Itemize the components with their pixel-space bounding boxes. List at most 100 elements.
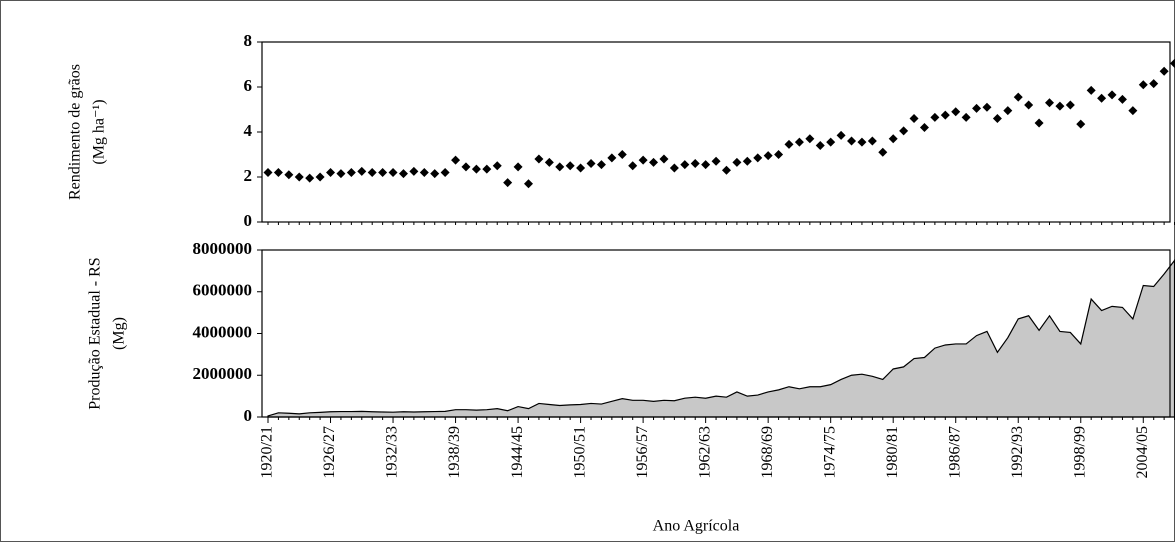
point	[763, 151, 773, 161]
point	[711, 156, 721, 166]
point	[1045, 98, 1054, 108]
point	[1159, 66, 1169, 76]
point	[336, 169, 346, 179]
point	[1024, 100, 1034, 110]
y-axis-label: (Mg ha⁻¹)	[91, 99, 108, 164]
x-tick-label: 1938/39	[446, 426, 463, 478]
x-tick-label: 1962/63	[696, 426, 713, 478]
point	[628, 161, 638, 171]
point	[1065, 100, 1075, 110]
point	[982, 102, 992, 112]
x-axis-label: Ano Agrícola	[653, 518, 740, 535]
y-axis-label: Rendimento de grãos	[67, 64, 84, 200]
y-tick-label: 6	[244, 76, 253, 95]
point	[263, 168, 273, 177]
point	[1013, 92, 1023, 102]
point	[659, 154, 669, 164]
y-tick-label: 2000000	[193, 364, 253, 383]
point	[774, 150, 784, 159]
point	[461, 162, 471, 172]
point	[576, 163, 586, 173]
point	[919, 123, 929, 132]
point	[1128, 106, 1138, 116]
point	[1138, 80, 1148, 90]
y-tick-label: 4	[244, 121, 253, 140]
point	[669, 163, 679, 173]
point	[826, 137, 836, 147]
point	[680, 160, 690, 170]
point	[1076, 119, 1086, 129]
point	[305, 173, 315, 183]
point	[503, 178, 513, 188]
point	[649, 157, 659, 167]
y-tick-label: 8000000	[193, 239, 253, 258]
area	[267, 258, 1175, 418]
x-tick-label: 1932/33	[384, 426, 401, 478]
point	[1107, 90, 1117, 100]
x-tick-label: 1956/57	[634, 426, 651, 478]
point	[607, 153, 617, 163]
point	[492, 161, 502, 171]
y-tick-label: 8	[244, 31, 253, 50]
y-axis-label: Produção Estadual - RS	[87, 257, 104, 409]
point	[992, 114, 1002, 123]
point	[1170, 58, 1175, 68]
point	[742, 156, 752, 166]
point	[1034, 118, 1044, 128]
plot-frame	[261, 41, 1171, 223]
point	[378, 168, 388, 177]
y-tick-label: 6000000	[193, 281, 253, 300]
point	[721, 165, 731, 175]
point	[284, 170, 294, 180]
point	[930, 112, 940, 122]
y-tick-label: 0	[244, 211, 253, 230]
point	[544, 157, 554, 167]
x-tick-label: 1986/87	[946, 426, 963, 478]
point	[534, 154, 544, 164]
point	[701, 160, 711, 170]
point	[638, 155, 648, 165]
point	[440, 168, 450, 177]
point	[388, 168, 398, 177]
point	[784, 139, 794, 149]
point	[409, 166, 419, 176]
point	[586, 159, 596, 168]
point	[524, 179, 533, 189]
point	[951, 107, 961, 117]
x-tick-label: 1974/75	[821, 426, 838, 478]
point	[367, 168, 377, 177]
x-tick-label: 1950/51	[571, 426, 588, 478]
point	[961, 112, 971, 122]
point	[398, 169, 408, 179]
point	[1086, 85, 1096, 95]
point	[555, 162, 565, 172]
x-tick-label: 1992/93	[1009, 426, 1026, 478]
point	[836, 130, 846, 140]
point	[346, 168, 356, 177]
point	[1055, 101, 1065, 111]
point	[482, 164, 492, 174]
x-tick-label: 2004/05	[1134, 426, 1151, 478]
point	[451, 155, 461, 165]
point	[1097, 93, 1107, 103]
point	[847, 136, 857, 146]
point	[1149, 79, 1159, 89]
y-tick-label: 0	[244, 406, 253, 425]
point	[430, 169, 440, 179]
x-tick-label: 1920/21	[259, 426, 276, 478]
point	[867, 136, 877, 146]
point	[690, 159, 700, 168]
point	[357, 166, 367, 176]
point	[940, 110, 950, 120]
x-tick-label: 1926/27	[321, 426, 338, 478]
point	[315, 172, 325, 182]
point	[326, 168, 336, 177]
y-tick-label: 4000000	[193, 322, 253, 341]
point	[909, 114, 919, 123]
point	[815, 141, 825, 150]
point	[1003, 106, 1013, 116]
point	[753, 153, 763, 163]
point	[471, 164, 481, 174]
y-tick-label: 2	[244, 166, 253, 185]
